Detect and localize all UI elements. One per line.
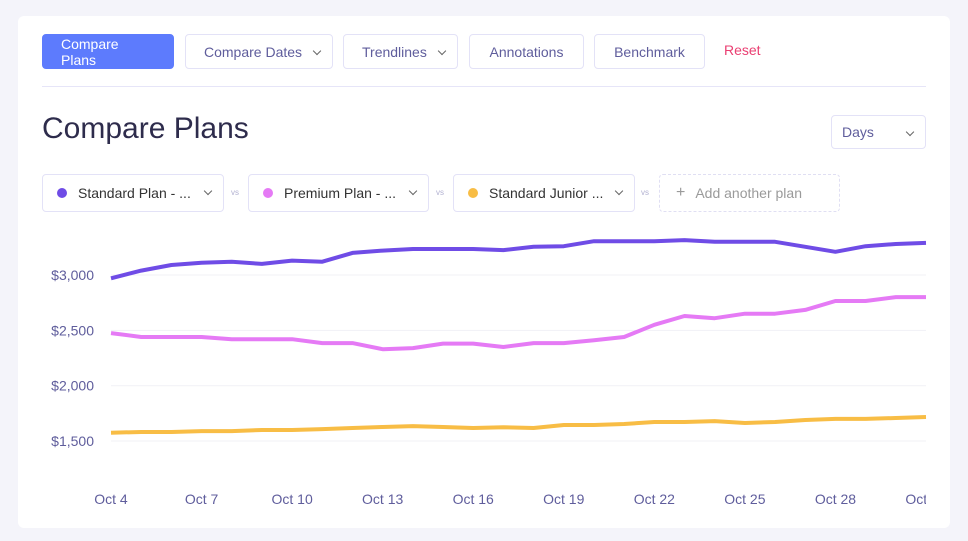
plus-icon: + [676,184,686,201]
series-color-dot [468,188,478,198]
plan-label: Standard Plan - ... [78,185,191,201]
y-tick-label: $3,000 [51,267,94,283]
page-title: Compare Plans [42,112,249,145]
chart-lines [110,238,927,435]
compare-dates-dropdown[interactable]: Compare Dates [185,34,333,69]
x-tick-label: Oct 13 [362,491,403,507]
button-label: Benchmark [614,43,685,60]
x-tick-label: Oct 22 [634,491,675,507]
vs-label: vs [231,188,239,197]
granularity-select[interactable]: Days [831,115,926,149]
plan-select-2[interactable]: Premium Plan - ... [248,174,429,212]
x-tick-label: Oct 4 [94,491,128,507]
select-value: Days [842,124,874,140]
x-tick-label: Oct 7 [185,491,219,507]
vs-label: vs [641,188,649,197]
button-label: Compare Dates [204,43,303,60]
trendlines-dropdown[interactable]: Trendlines [343,34,458,69]
y-tick-label: $2,500 [51,322,94,338]
benchmark-button[interactable]: Benchmark [594,34,705,69]
x-tick-label: Oct 28 [815,491,856,507]
add-plan-label: Add another plan [695,185,802,201]
chart-grid: $3,000 $2,500 $2,000 $1,500 [51,267,926,449]
series-line-3[interactable] [110,415,927,435]
plan-select-3[interactable]: Standard Junior ... [453,174,635,212]
plan-label: Premium Plan - ... [284,185,397,201]
reset-button[interactable]: Reset [724,42,761,58]
plan-select-1[interactable]: Standard Plan - ... [42,174,224,212]
add-plan-button[interactable]: + Add another plan [659,174,840,212]
x-axis-labels: Oct 4 Oct 7 Oct 10 Oct 13 Oct 16 Oct 19 Oct 22… [94,491,946,507]
y-tick-label: $2,000 [51,378,94,394]
annotations-button[interactable]: Annotations [469,34,584,69]
x-tick-label: Oct 16 [453,491,494,507]
button-label: Annotations [489,43,564,60]
x-tick-label: Oct 25 [724,491,765,507]
series-line-1[interactable] [110,238,927,281]
chart-card: Compare Plans Compare Dates Trendlines A… [18,16,950,528]
compare-plans-button[interactable]: Compare Plans [42,34,174,69]
divider [42,86,926,87]
y-tick-label: $1,500 [51,433,94,449]
plan-label: Standard Junior ... [489,185,604,201]
button-label: Trendlines [362,43,427,60]
button-label: Compare Plans [61,35,119,68]
x-tick-label: Oct 31 [905,491,946,507]
x-tick-label: Oct 10 [271,491,312,507]
vs-label: vs [436,188,444,197]
series-line-2[interactable] [110,295,926,352]
series-color-dot [57,188,67,198]
x-tick-label: Oct 19 [543,491,584,507]
series-color-dot [263,188,273,198]
